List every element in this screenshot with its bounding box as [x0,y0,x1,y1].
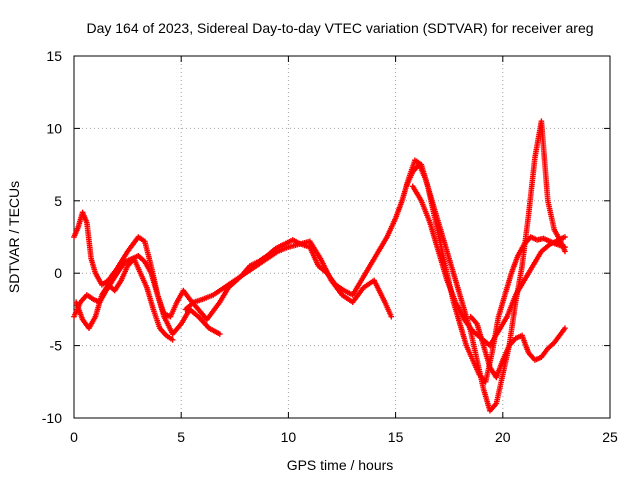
data-point [562,248,568,255]
data-point [169,337,176,343]
x-tick-label: 5 [177,429,185,445]
y-tick-label: 5 [54,193,62,209]
axis-ticks: 0 5 10 15 20 25 -10 -5 0 5 10 15 [42,48,618,445]
series-track-6 [409,183,568,349]
y-tick-label: -5 [50,338,63,354]
x-tick-label: 10 [281,429,297,445]
series-track-3 [73,255,176,343]
series-track-7 [467,313,568,381]
x-tick-label: 15 [388,429,404,445]
y-tick-label: 15 [46,48,62,64]
x-tick-label: 20 [495,429,511,445]
data-point [216,331,223,337]
y-tick-label: -10 [42,410,62,426]
series-track-4 [182,238,395,320]
series-track-5 [403,118,568,414]
x-axis-label: GPS time / hours [287,457,394,473]
data-point [562,234,568,240]
data-point [562,325,568,332]
y-axis-label: SDTVAR / TECUs [6,181,22,293]
data-marks [71,118,568,414]
x-tick-label: 0 [70,429,78,445]
grid-lines [74,56,610,418]
y-tick-label: 0 [54,265,62,281]
data-point [388,313,395,320]
x-tick-label: 25 [602,429,618,445]
chart-title: Day 164 of 2023, Sidereal Day-to-day VTE… [86,20,593,36]
y-tick-label: 10 [46,120,62,136]
